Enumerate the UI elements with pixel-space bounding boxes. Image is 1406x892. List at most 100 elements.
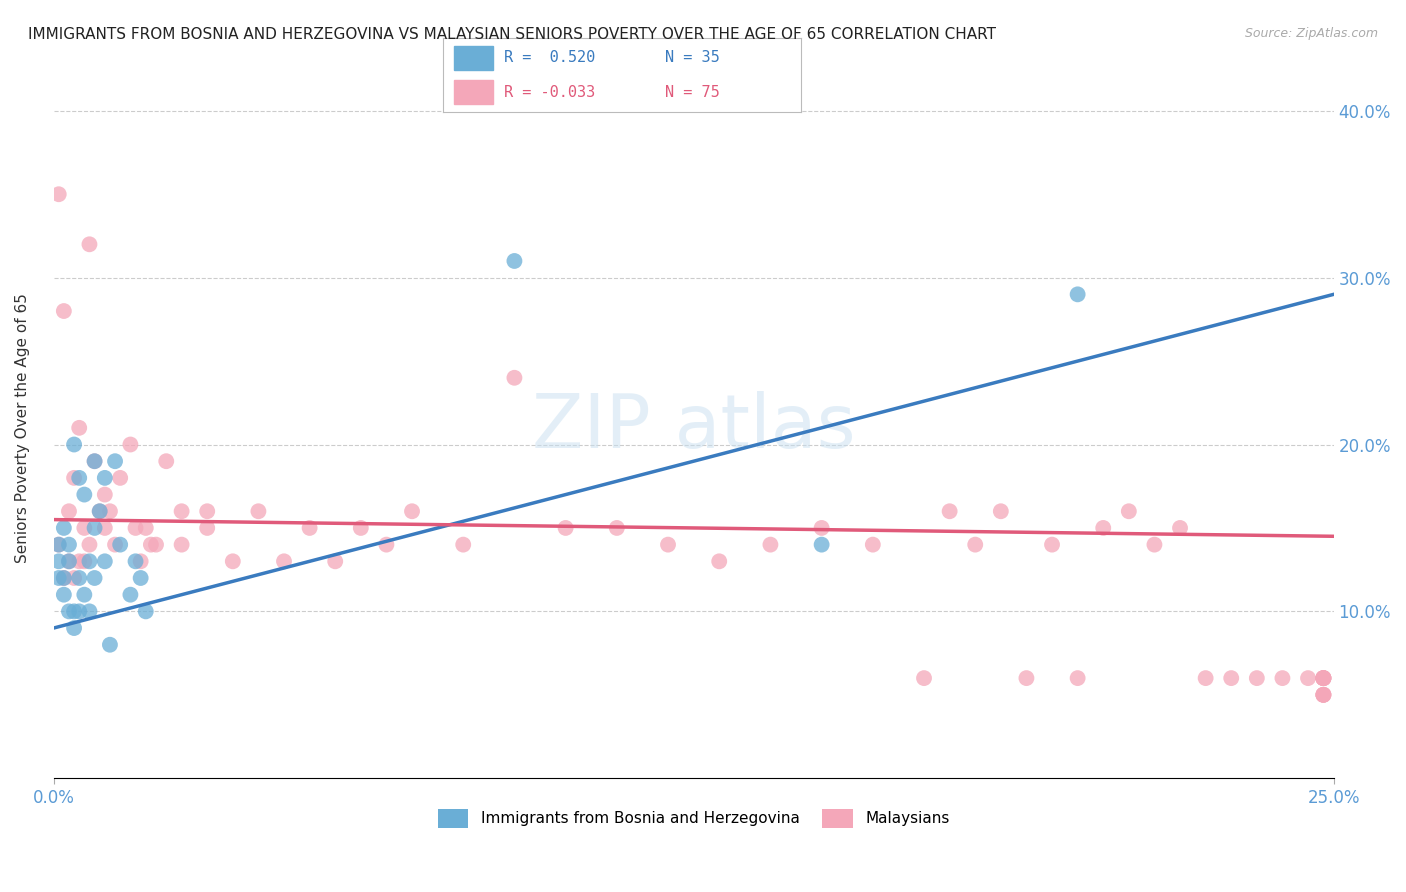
Point	[63, 621, 86, 635]
Point	[73, 554, 96, 568]
Point	[129, 554, 152, 568]
Legend: Immigrants from Bosnia and Herzegovina, Malaysians: Immigrants from Bosnia and Herzegovina, …	[432, 803, 956, 834]
Point	[58, 554, 80, 568]
Point	[1312, 671, 1334, 685]
Point	[1271, 671, 1294, 685]
Point	[58, 554, 80, 568]
Point	[350, 521, 373, 535]
Point	[759, 538, 782, 552]
Point	[1312, 688, 1334, 702]
Point	[375, 538, 398, 552]
Point	[104, 538, 127, 552]
Point	[67, 471, 90, 485]
Point	[155, 454, 177, 468]
Point	[810, 538, 832, 552]
Point	[108, 471, 131, 485]
Point	[401, 504, 423, 518]
Point	[1246, 671, 1268, 685]
Point	[135, 521, 157, 535]
Point	[48, 187, 70, 202]
Point	[98, 638, 121, 652]
Point	[273, 554, 295, 568]
Point	[1066, 287, 1088, 301]
Point	[195, 521, 218, 535]
Point	[323, 554, 346, 568]
Point	[52, 571, 75, 585]
Point	[120, 588, 142, 602]
Point	[67, 571, 90, 585]
Point	[124, 521, 146, 535]
Point	[58, 604, 80, 618]
Point	[94, 487, 117, 501]
Point	[135, 604, 157, 618]
Point	[139, 538, 162, 552]
Point	[89, 504, 111, 518]
Point	[1312, 688, 1334, 702]
Point	[94, 554, 117, 568]
Text: R = -0.033: R = -0.033	[503, 85, 595, 100]
Point	[657, 538, 679, 552]
Point	[124, 554, 146, 568]
Point	[63, 571, 86, 585]
Point	[79, 604, 101, 618]
Point	[89, 504, 111, 518]
Point	[1118, 504, 1140, 518]
Point	[554, 521, 576, 535]
Point	[63, 471, 86, 485]
Point	[67, 554, 90, 568]
Point	[222, 554, 245, 568]
Point	[1312, 671, 1334, 685]
Point	[63, 604, 86, 618]
Point	[120, 437, 142, 451]
Text: Source: ZipAtlas.com: Source: ZipAtlas.com	[1244, 27, 1378, 40]
Point	[58, 538, 80, 552]
Point	[606, 521, 628, 535]
Point	[1040, 538, 1063, 552]
Point	[965, 538, 987, 552]
Point	[104, 454, 127, 468]
Point	[1312, 688, 1334, 702]
Text: IMMIGRANTS FROM BOSNIA AND HERZEGOVINA VS MALAYSIAN SENIORS POVERTY OVER THE AGE: IMMIGRANTS FROM BOSNIA AND HERZEGOVINA V…	[28, 27, 995, 42]
Point	[79, 237, 101, 252]
Point	[83, 454, 105, 468]
Point	[94, 521, 117, 535]
Point	[48, 554, 70, 568]
Text: N = 75: N = 75	[665, 85, 720, 100]
Point	[195, 504, 218, 518]
Point	[52, 571, 75, 585]
Point	[1015, 671, 1038, 685]
Point	[83, 454, 105, 468]
Point	[1092, 521, 1115, 535]
Text: ZIP atlas: ZIP atlas	[531, 392, 855, 465]
Point	[83, 521, 105, 535]
Point	[1168, 521, 1191, 535]
Point	[98, 504, 121, 518]
Text: R =  0.520: R = 0.520	[503, 50, 595, 65]
Point	[63, 437, 86, 451]
Point	[67, 604, 90, 618]
Bar	[454, 45, 494, 70]
Point	[1194, 671, 1216, 685]
Point	[810, 521, 832, 535]
Point	[48, 571, 70, 585]
Point	[1312, 671, 1334, 685]
Point	[247, 504, 270, 518]
Point	[1143, 538, 1166, 552]
Point	[170, 504, 193, 518]
Point	[938, 504, 960, 518]
Point	[709, 554, 731, 568]
Point	[503, 254, 526, 268]
Point	[451, 538, 474, 552]
Point	[94, 471, 117, 485]
Point	[73, 521, 96, 535]
Point	[298, 521, 321, 535]
Point	[1312, 688, 1334, 702]
Point	[1312, 671, 1334, 685]
Point	[1066, 671, 1088, 685]
Point	[1220, 671, 1243, 685]
Point	[83, 571, 105, 585]
Y-axis label: Seniors Poverty Over the Age of 65: Seniors Poverty Over the Age of 65	[15, 293, 30, 563]
Point	[862, 538, 884, 552]
Point	[79, 538, 101, 552]
Point	[48, 538, 70, 552]
